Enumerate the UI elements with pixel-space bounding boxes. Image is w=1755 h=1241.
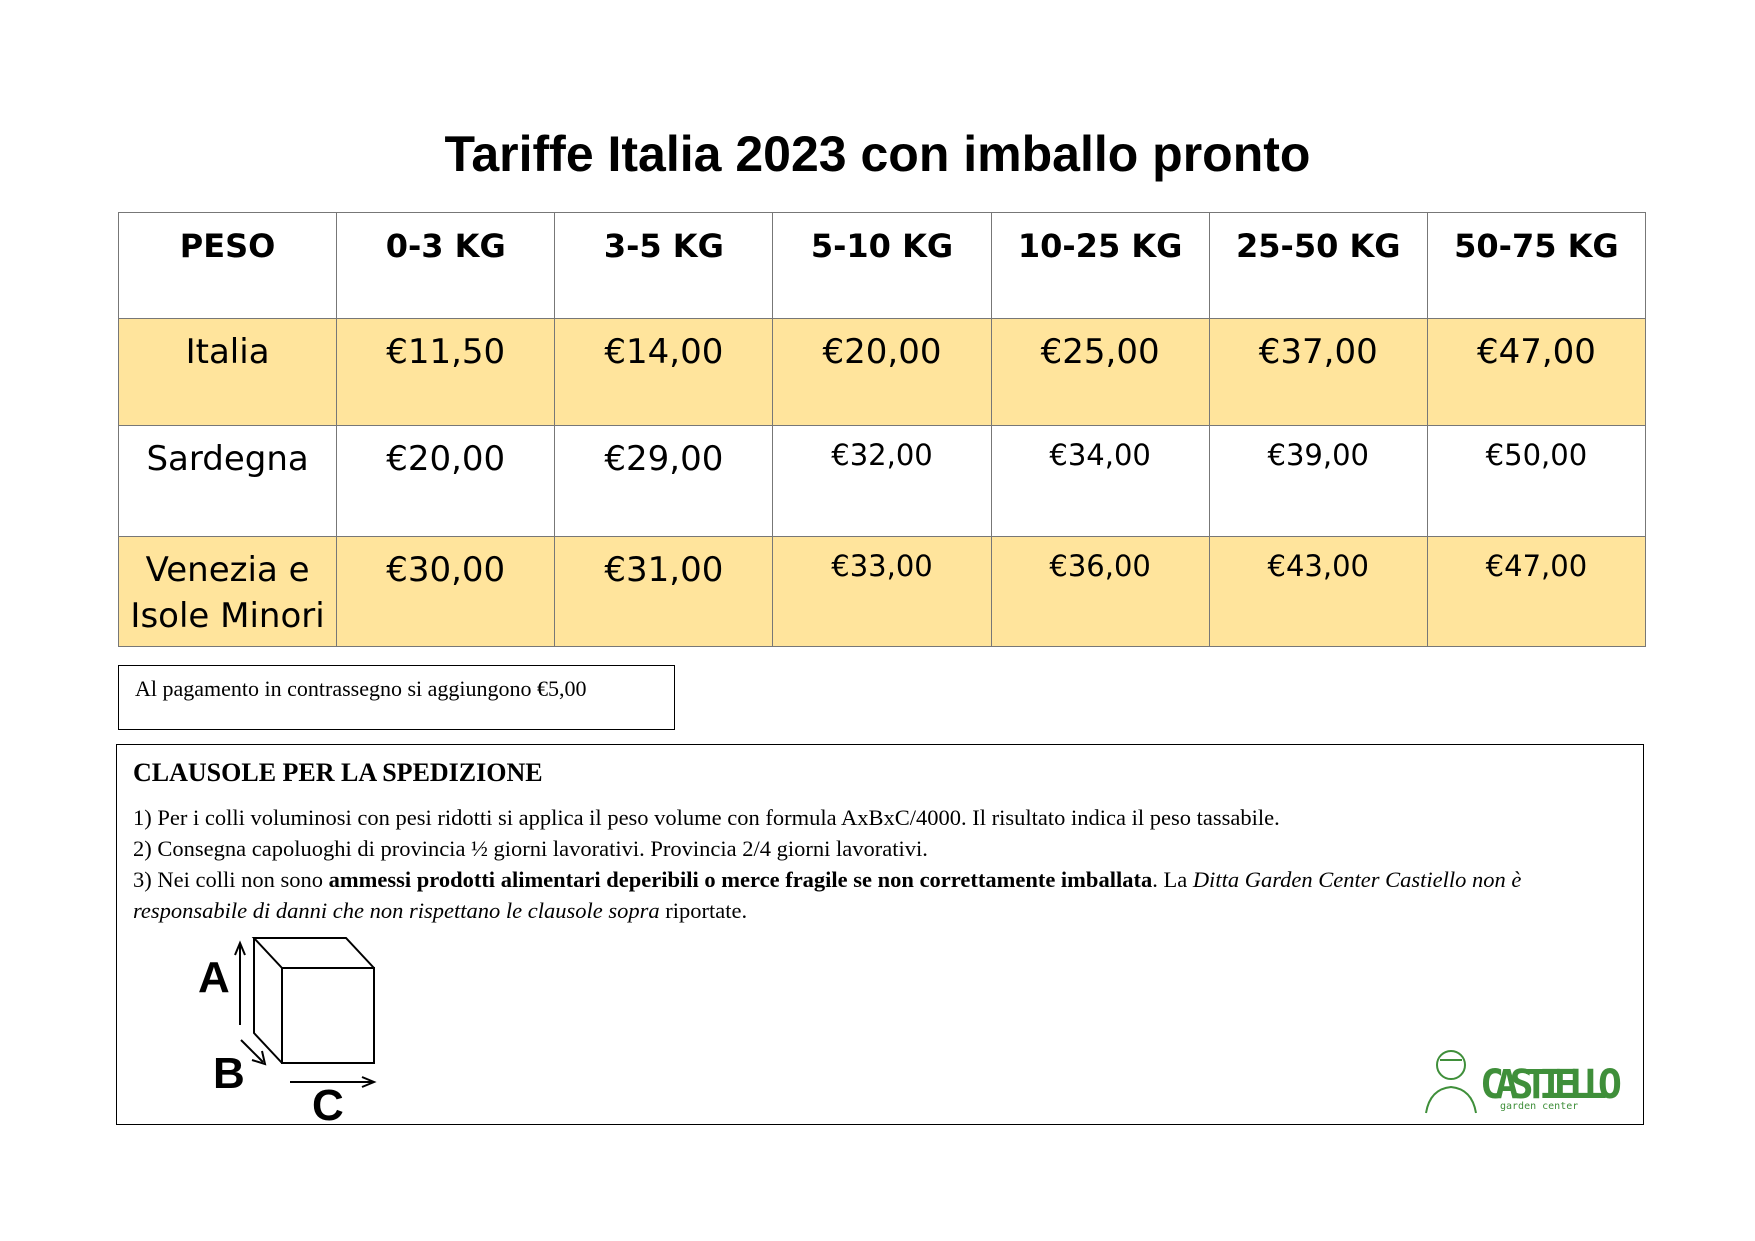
- table-row: Sardegna €20,00 €29,00 €32,00 €34,00 €39,00 €5…: [117, 425, 1647, 537]
- table-cell: Italia: [117, 318, 338, 426]
- table-cell: €31,00: [554, 536, 774, 647]
- box-diagram: [234, 937, 377, 1088]
- header-cell: 3-5 KG: [554, 212, 774, 319]
- logo-tagline: garden center: [1500, 1101, 1578, 1112]
- text: riportate.: [659, 898, 748, 923]
- table-cell: €14,00: [554, 318, 774, 426]
- table-cell: Venezia e Isole Minori: [117, 536, 338, 647]
- header-cell: 10-25 KG: [990, 212, 1210, 319]
- header-row: PESO 0-3 KG 3-5 KG 5-10 KG 10-25 KG 25-50 KG 5…: [117, 212, 1647, 319]
- header-cell: 5-10 KG: [772, 212, 992, 319]
- table-cell: €33,00: [772, 536, 992, 647]
- logo: CASTIELLO garden center: [1425, 1050, 1622, 1114]
- header-cell: 50-75 KG: [1426, 212, 1647, 319]
- table-cell: €30,00: [336, 536, 556, 647]
- clause: 3) Nei colli non sono ammessi prodotti a…: [133, 864, 1627, 926]
- title: Tariffe Italia 2023 con imballo pronto: [444, 126, 1311, 182]
- note: Al pagamento in contrassegno si aggiungo…: [118, 665, 675, 730]
- table-cell: €39,00: [1208, 425, 1428, 537]
- text: Ditta Garden Center Castiello non è resp…: [133, 867, 1522, 923]
- table-cell: €25,00: [990, 318, 1210, 426]
- clause: 2) Consegna capoluoghi di provincia ½ gi…: [133, 836, 928, 861]
- text: . La: [1152, 867, 1193, 892]
- table-cell: €50,00: [1426, 425, 1647, 537]
- clause: 1) Per i colli voluminosi con pesi ridot…: [133, 805, 1280, 830]
- table-cell: €32,00: [772, 425, 992, 537]
- table-cell: €34,00: [990, 425, 1210, 537]
- label-c: C: [312, 1081, 344, 1130]
- label-b: B: [213, 1049, 245, 1098]
- clauses: CLAUSOLE PER LA SPEDIZIONE 1) Per i coll…: [116, 744, 1644, 1125]
- label-a: A: [198, 953, 230, 1002]
- table-cell: Sardegna: [117, 425, 338, 537]
- logo-name: CASTIELLO: [1480, 1062, 1622, 1108]
- text: ammessi prodotti alimentari deperibili o…: [328, 867, 1153, 892]
- table-cell: €37,00: [1208, 318, 1428, 426]
- clauses-title: CLAUSOLE PER LA SPEDIZIONE: [133, 758, 543, 787]
- table-cell: €20,00: [772, 318, 992, 426]
- table-row: Venezia e Isole Minori €30,00 €31,00 €33,00…: [117, 536, 1647, 647]
- table-cell: €47,00: [1426, 536, 1647, 647]
- text: 3) Nei colli non sono: [133, 867, 329, 892]
- table-cell: €36,00: [990, 536, 1210, 647]
- table-cell: €47,00: [1426, 318, 1647, 426]
- table-cell: €20,00: [336, 425, 556, 537]
- table-cell: €11,50: [336, 318, 556, 426]
- header-cell: PESO: [117, 212, 338, 319]
- rate-table: PESO 0-3 KG 3-5 KG 5-10 KG 10-25 KG 25-50 KG 5…: [117, 212, 1647, 647]
- table-row: Italia €11,50 €14,00 €20,00 €25,00 €37,00 €47,…: [117, 318, 1647, 426]
- table-cell: €43,00: [1208, 536, 1428, 647]
- header-cell: 25-50 KG: [1208, 212, 1428, 319]
